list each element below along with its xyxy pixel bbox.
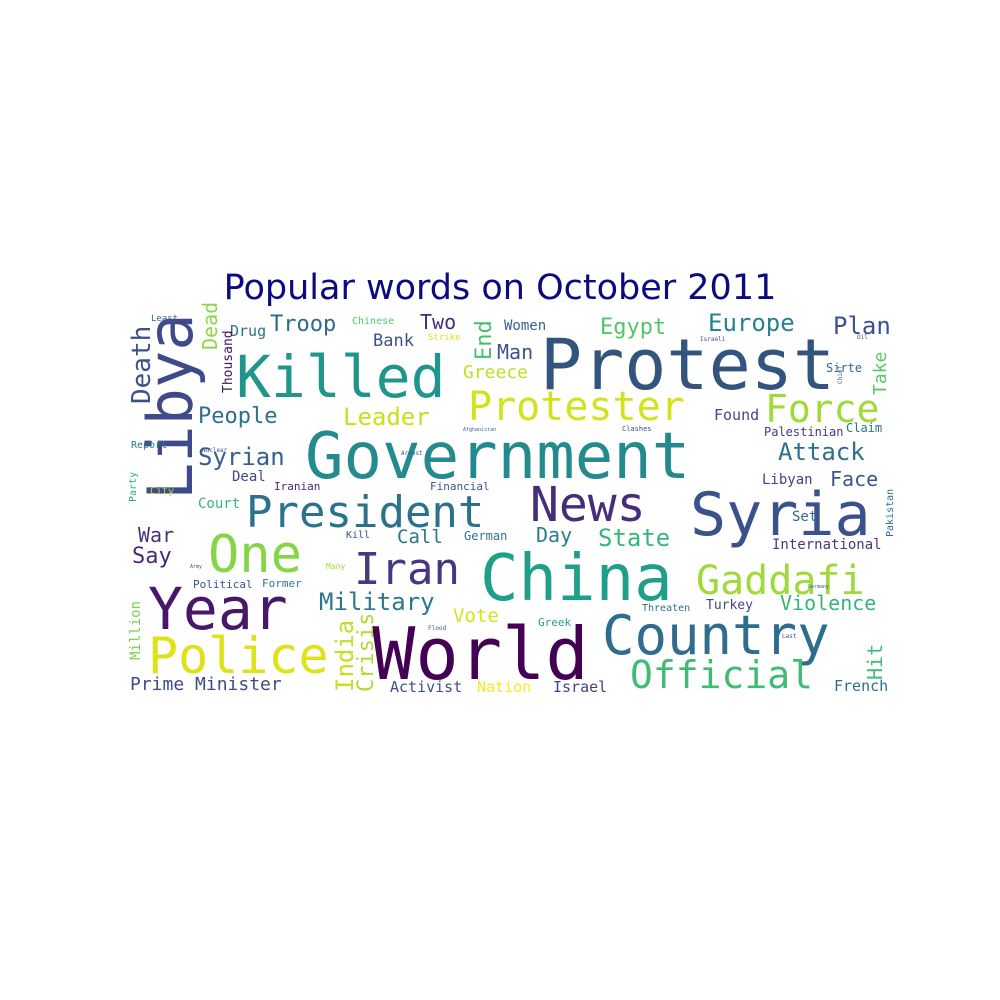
- word-iran: Iran: [354, 544, 460, 595]
- word-world: World: [372, 612, 589, 696]
- word-least: Least: [151, 314, 178, 324]
- word-hit: Hit: [863, 644, 887, 680]
- word-nuclear: Nuclear: [202, 447, 228, 454]
- word-women: Women: [504, 318, 546, 334]
- word-turkey: Turkey: [706, 598, 753, 613]
- word-found: Found: [714, 406, 759, 424]
- word-news: News: [530, 477, 646, 533]
- word-day: Day: [536, 523, 572, 547]
- word-chinese: Chinese: [352, 316, 394, 327]
- word-one: One: [208, 525, 302, 585]
- word-government: Government: [305, 420, 690, 494]
- word-syria: Syria: [690, 480, 871, 550]
- word-activist: Activist: [390, 678, 462, 696]
- word-many: Many: [326, 562, 345, 571]
- word-killed: Killed: [236, 343, 446, 411]
- word-french: French: [834, 677, 888, 695]
- word-court: Court: [198, 496, 240, 512]
- page-title: Popular words on October 2011: [223, 268, 777, 308]
- word-egypt: Egypt: [600, 315, 666, 340]
- word-president: President: [246, 487, 484, 538]
- word-india: India: [331, 620, 359, 692]
- word-man: Man: [497, 340, 533, 364]
- word-protest: Protest: [540, 324, 835, 406]
- word-dead: Dead: [198, 302, 222, 350]
- word-year: Year: [148, 575, 288, 643]
- word-europe: Europe: [708, 309, 795, 337]
- word-flood: Flood: [428, 625, 446, 632]
- word-country: Country: [602, 604, 830, 667]
- word-arrest: Arrest: [401, 450, 423, 457]
- word-germany: Germany: [808, 584, 829, 590]
- word-strike: Strike: [428, 333, 461, 343]
- word-oil: Oil: [857, 334, 868, 341]
- word-end: End: [472, 320, 497, 360]
- word-prime-minister: Prime Minister: [130, 674, 282, 695]
- word-drug: Drug: [230, 322, 266, 340]
- word-sirte: Sirte: [826, 361, 862, 375]
- word-nation: Nation: [477, 678, 531, 696]
- word-two: Two: [420, 310, 456, 334]
- word-china: China: [480, 542, 673, 616]
- word-crisis: Crisis: [354, 613, 379, 692]
- word-german: German: [464, 529, 507, 543]
- word-official: Official: [630, 653, 813, 697]
- word-call: Call: [397, 526, 443, 548]
- word-city: City: [150, 486, 174, 497]
- word-afghanistan: Afghanistan: [463, 427, 496, 433]
- word-iranian: Iranian: [274, 480, 320, 493]
- word-report: Report: [131, 440, 167, 451]
- word-military: Military: [319, 588, 435, 616]
- word-pakistan: Pakistan: [885, 489, 896, 537]
- word-police: Police: [148, 627, 329, 685]
- word-kill: Kill: [346, 530, 370, 541]
- word-political: Political: [193, 578, 253, 591]
- word-last: Last: [782, 633, 797, 640]
- word-chief: Chief: [837, 366, 844, 384]
- word-take: Take: [870, 352, 891, 395]
- word-greece: Greece: [463, 362, 528, 383]
- word-attack: Attack: [778, 438, 865, 466]
- word-syrian: Syrian: [198, 443, 285, 471]
- word-plan: Plan: [833, 312, 891, 340]
- word-libya: Libya: [134, 313, 207, 500]
- word-financial: Financial: [430, 480, 490, 493]
- word-israel: Israel: [553, 678, 607, 696]
- word-claim: Claim: [846, 421, 882, 435]
- word-state: State: [598, 524, 670, 552]
- word-thousand: Thousand: [221, 330, 236, 393]
- word-israeli: Israeli: [700, 336, 726, 343]
- word-million: Million: [128, 601, 144, 660]
- word-greek: Greek: [538, 616, 571, 629]
- word-international: International: [772, 537, 882, 553]
- word-people: People: [198, 404, 277, 429]
- word-set: Set: [792, 509, 817, 525]
- word-protester: Protester: [468, 384, 685, 430]
- word-party: Party: [128, 472, 139, 502]
- word-gaddafi: Gaddafi: [696, 558, 865, 604]
- word-death: Death: [127, 326, 157, 404]
- word-war: War: [138, 523, 174, 547]
- word-clashes: Clashes: [622, 425, 652, 433]
- word-deal: Deal: [232, 469, 266, 485]
- word-libyan: Libyan: [762, 472, 813, 488]
- word-army: Army: [190, 564, 202, 570]
- word-troop: Troop: [270, 312, 336, 337]
- word-force: Force: [765, 387, 879, 431]
- word-violence: Violence: [780, 591, 876, 615]
- word-bank: Bank: [373, 331, 414, 351]
- word-face: Face: [830, 467, 878, 491]
- word-former: Former: [262, 577, 302, 590]
- word-leader: Leader: [343, 403, 430, 431]
- word-threaten: Threaten: [642, 603, 690, 614]
- word-vote: Vote: [453, 605, 499, 627]
- word-palestinian: Palestinian: [764, 425, 843, 439]
- word-say: Say: [132, 544, 172, 569]
